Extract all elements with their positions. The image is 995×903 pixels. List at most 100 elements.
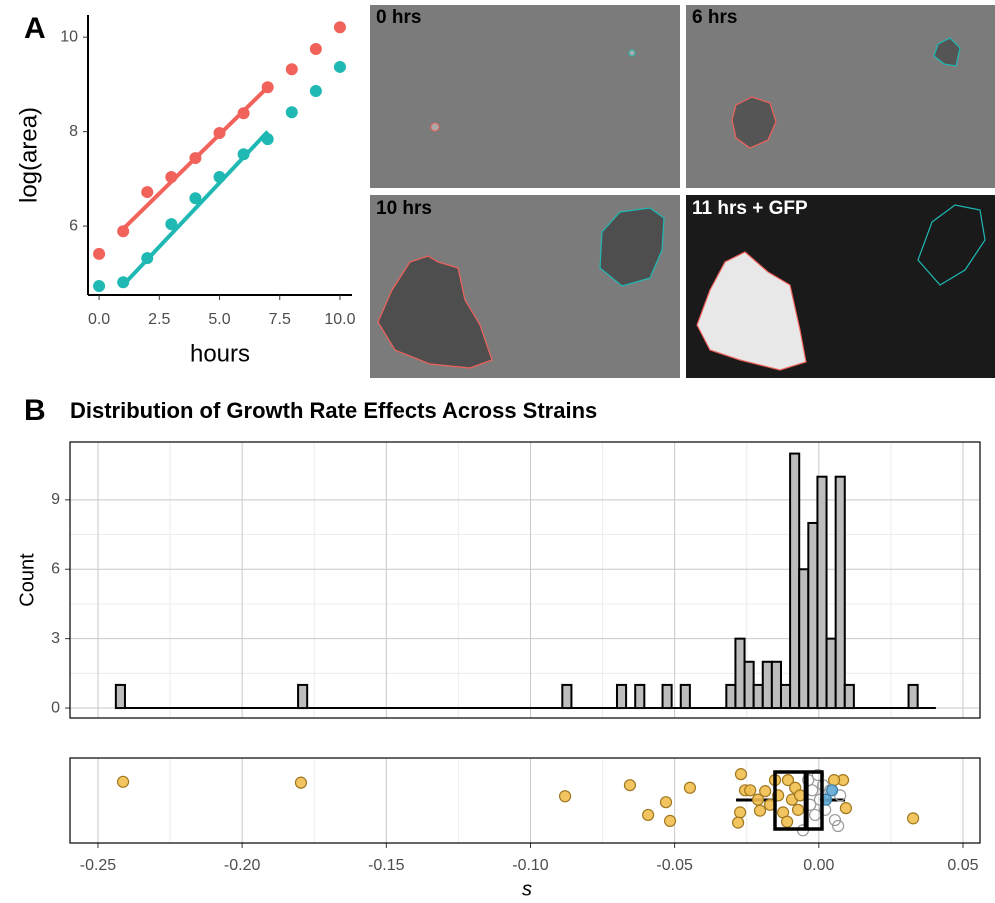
point: [663, 814, 677, 828]
y-tick-label: 6: [69, 217, 78, 234]
point: [333, 60, 346, 73]
x-tick-label: 0.0: [88, 311, 110, 328]
point: [141, 252, 154, 265]
y-tick-label: 10: [60, 28, 78, 45]
point: [189, 152, 202, 165]
plot-border: [69, 757, 981, 844]
point: [734, 768, 748, 781]
point: [683, 781, 697, 794]
y-tick-label: 3: [51, 630, 60, 647]
x-tick-label: 7.5: [269, 311, 291, 328]
micrograph: 11 hrs + GFP: [686, 195, 995, 378]
image-label: 11 hrs + GFP: [692, 198, 808, 219]
point: [744, 784, 757, 797]
point: [93, 247, 106, 260]
plot-border: [69, 441, 981, 719]
x-tick-label: -0.10: [512, 857, 549, 874]
bar: [843, 683, 855, 710]
x-tick-label: 0.05: [947, 857, 978, 874]
x-tick-label: 0.00: [803, 857, 834, 874]
point: [333, 21, 346, 34]
x-tick-label: -0.15: [368, 857, 405, 874]
point: [731, 816, 745, 829]
point: [294, 776, 308, 789]
point: [623, 779, 637, 792]
bar: [834, 475, 846, 710]
point: [285, 63, 298, 76]
bar: [761, 660, 773, 710]
point: [659, 796, 673, 809]
point: [828, 813, 842, 827]
point: [309, 85, 322, 98]
bar: [679, 683, 691, 710]
bar: [114, 683, 126, 710]
x-tick-label: -0.05: [656, 857, 693, 874]
bar: [770, 660, 782, 710]
x-tick-label: 10.0: [324, 311, 355, 328]
plots: 0.0 2.5 5.0 7.5 10.0 6 8 10 0 3 6 9 -0.25 -0.20 -0.15 -…: [51, 21, 981, 874]
point: [781, 815, 794, 828]
point: [165, 170, 178, 183]
point: [116, 775, 130, 788]
micrograph: 0 hrs: [370, 5, 680, 188]
point: [165, 218, 178, 231]
x-tick-label: -0.20: [224, 857, 261, 874]
bar: [743, 660, 755, 710]
point: [93, 280, 106, 293]
bar: [615, 683, 628, 710]
panel-label: B: [24, 394, 46, 427]
bar: [798, 568, 810, 710]
bar: [561, 683, 573, 710]
x-axis-title: hours: [190, 340, 250, 367]
point: [791, 803, 805, 816]
point: [237, 148, 250, 161]
point: [781, 773, 795, 787]
bar: [661, 683, 673, 710]
y-tick-label: 9: [51, 491, 60, 508]
box: [773, 770, 824, 831]
point: [309, 42, 322, 55]
point: [642, 808, 655, 822]
point: [141, 186, 154, 199]
image-label: 0 hrs: [376, 7, 421, 28]
point: [261, 81, 274, 94]
point: [285, 106, 298, 119]
micrograph: 6 hrs: [686, 5, 995, 188]
point: [213, 170, 226, 183]
bar: [297, 683, 309, 710]
chart-title: Distribution of Growth Rate Effects Acro…: [70, 398, 597, 423]
y-tick-label: 6: [51, 560, 60, 577]
point: [237, 107, 250, 120]
bar: [634, 683, 646, 710]
bar: [825, 637, 837, 710]
point: [189, 192, 202, 205]
y-axis-title: Count: [16, 553, 38, 607]
point: [839, 802, 853, 815]
image-label: 10 hrs: [376, 198, 432, 219]
x-tick-label: 2.5: [148, 311, 170, 328]
point: [117, 276, 130, 289]
point: [753, 804, 767, 817]
bar: [779, 683, 792, 710]
bar: [816, 475, 828, 710]
point: [832, 819, 845, 833]
bar: [789, 452, 801, 710]
bar: [725, 683, 737, 710]
point: [213, 127, 226, 140]
point: [828, 773, 841, 787]
y-tick-label: 0: [51, 699, 60, 716]
point: [117, 225, 130, 238]
bar: [807, 521, 819, 710]
bar: [752, 683, 764, 710]
bar: [734, 637, 746, 710]
point: [734, 806, 747, 819]
bar: [907, 683, 919, 710]
panel-label: A: [24, 12, 46, 45]
x-tick-label: -0.25: [80, 857, 117, 874]
image-label: 6 hrs: [692, 7, 737, 28]
x-axis-title: s: [522, 878, 532, 900]
y-axis-title: log(area): [15, 107, 42, 203]
point: [261, 133, 274, 146]
